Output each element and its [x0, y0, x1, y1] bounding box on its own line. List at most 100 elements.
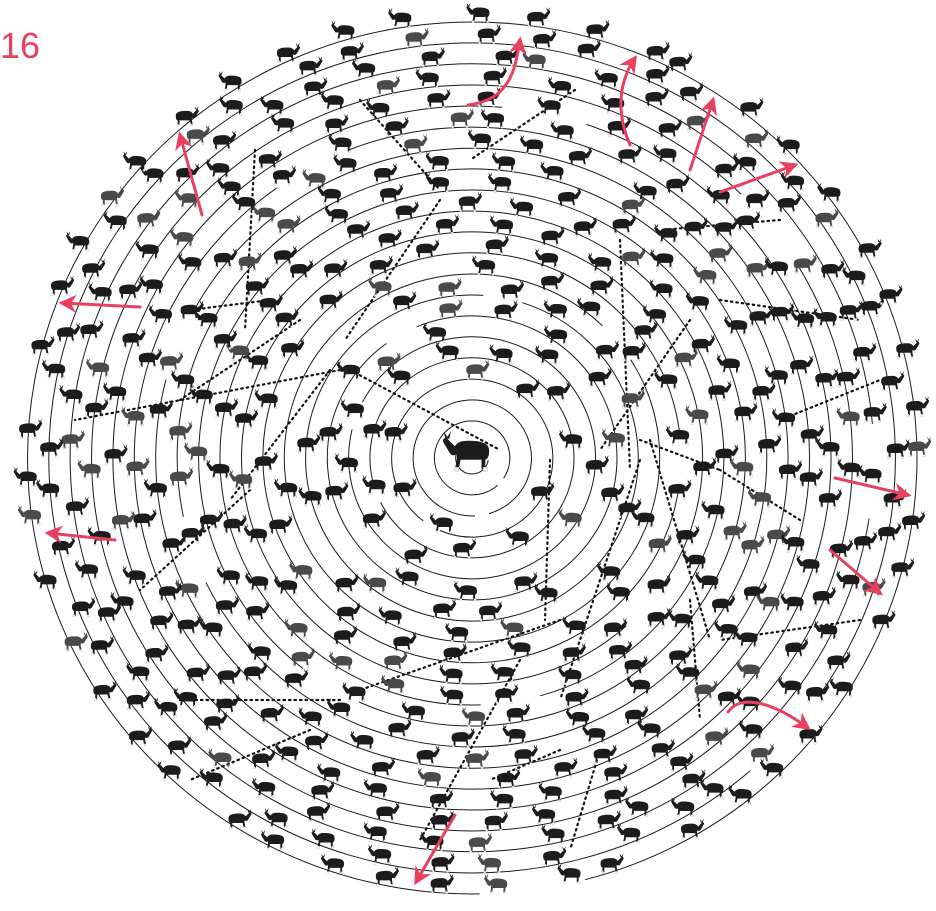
moose-icon	[853, 531, 878, 552]
spiral-ring	[305, 294, 639, 622]
moose-icon	[150, 610, 174, 631]
moose-icon	[181, 523, 205, 544]
moose-icon	[516, 378, 540, 400]
moose-icon	[693, 265, 717, 286]
moose-icon	[331, 20, 355, 41]
dotted-link	[688, 598, 702, 722]
moose-icon	[384, 650, 408, 671]
moose-icon	[122, 151, 147, 172]
moose-icon	[340, 398, 365, 419]
moose-icon	[601, 428, 626, 449]
moose-icon	[74, 559, 99, 580]
red-arrow	[414, 813, 457, 886]
moose-icon	[320, 90, 344, 111]
moose-icon	[836, 366, 861, 388]
moose-icon	[600, 853, 624, 874]
moose-icon	[452, 537, 477, 559]
moose-icon	[813, 307, 837, 328]
moose-icon	[730, 456, 754, 478]
moose-icon	[558, 507, 582, 529]
moose-icon	[88, 282, 112, 303]
moose-icon	[625, 796, 649, 817]
moose-icon	[724, 315, 748, 336]
moose-icon	[229, 469, 253, 490]
moose-icon	[379, 183, 404, 204]
moose-icon	[388, 7, 412, 29]
moose-icon	[351, 58, 376, 79]
moose-icon	[311, 780, 335, 801]
moose-icon	[264, 807, 288, 829]
moose-icon	[66, 231, 90, 252]
moose-icon	[749, 306, 773, 327]
moose-icon	[393, 477, 417, 498]
moose-icon	[506, 703, 530, 724]
moose-icon	[245, 276, 269, 297]
moose-icon	[532, 29, 557, 50]
moose-icon	[880, 370, 905, 392]
moose-icon	[494, 683, 519, 704]
moose-icon	[422, 322, 447, 343]
spiral-ring	[27, 21, 918, 895]
moose-icon	[778, 675, 802, 697]
moose-icon	[39, 437, 64, 458]
moose-icon	[217, 176, 241, 197]
moose-icon	[384, 422, 408, 443]
moose-icon	[317, 183, 342, 205]
moose-icon	[593, 743, 617, 765]
moose-icon	[376, 801, 400, 822]
spiral-ring	[348, 336, 596, 580]
moose-icon	[852, 342, 877, 363]
moose-icon	[546, 381, 571, 402]
moose-icon	[621, 388, 645, 409]
moose-icon	[715, 158, 739, 180]
moose-icon	[139, 274, 164, 295]
moose-icon	[507, 637, 531, 658]
moose-icon	[336, 601, 361, 623]
moose-icon	[490, 788, 514, 810]
moose-icon	[325, 113, 349, 134]
moose-icon	[777, 193, 802, 214]
moose-icon	[500, 617, 524, 638]
dotted-link	[358, 618, 562, 692]
center-animal-group	[442, 430, 490, 472]
moose-icon	[329, 651, 353, 672]
moose-icon	[103, 210, 127, 231]
moose-icon	[137, 208, 161, 229]
moose-icon	[169, 466, 194, 487]
moose-icon	[439, 298, 463, 319]
moose-icon	[275, 741, 299, 762]
moose-icon	[757, 434, 782, 455]
moose-icon	[299, 55, 323, 77]
moose-icon	[425, 151, 450, 172]
red-arrow	[44, 525, 117, 544]
moose-icon	[793, 253, 817, 274]
moose-icon	[500, 279, 525, 300]
spiral-ring	[412, 399, 532, 517]
moose-icon	[736, 210, 761, 231]
moose-icon	[431, 852, 455, 873]
red-arrow	[828, 548, 883, 596]
dotted-link	[558, 458, 642, 702]
moose-icon	[594, 68, 618, 89]
moose-icon	[680, 818, 705, 840]
moose-icon	[429, 788, 454, 810]
spiral-ring	[326, 315, 618, 601]
moose-icon	[665, 424, 690, 446]
moose-icon	[600, 482, 625, 503]
moose-icon	[71, 596, 96, 617]
dotted-link	[188, 728, 312, 782]
moose-icon	[478, 600, 503, 622]
moose-icon	[494, 299, 518, 321]
red-arrow	[726, 700, 811, 731]
moose-icon	[700, 778, 724, 799]
moose-icon	[416, 745, 440, 766]
moose-icon	[879, 284, 903, 305]
moose-icon	[122, 328, 146, 349]
moose-icon	[658, 118, 682, 139]
moose-icon	[458, 191, 482, 212]
dotted-link	[178, 318, 302, 402]
moose-icon	[522, 49, 546, 70]
moose-icon	[606, 582, 631, 603]
moose-icon	[324, 204, 349, 225]
